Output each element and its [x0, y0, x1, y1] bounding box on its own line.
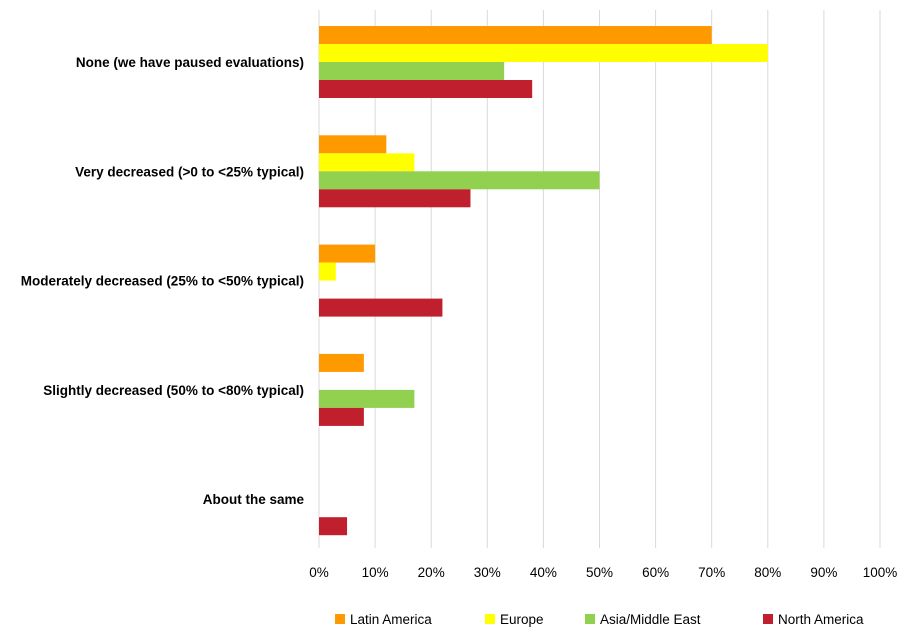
legend-label: Latin America: [350, 612, 432, 627]
legend-label: Europe: [500, 612, 544, 627]
bar-north-america: [319, 189, 471, 208]
category-label: None (we have paused evaluations): [76, 55, 304, 70]
bar-asia-middle-east: [319, 62, 505, 80]
bars: [319, 26, 768, 536]
bar-north-america: [319, 517, 348, 536]
x-tick-label: 0%: [309, 565, 329, 580]
legend-label: North America: [778, 612, 864, 627]
category-label: Moderately decreased (25% to <50% typica…: [21, 274, 304, 289]
bar-europe: [319, 262, 336, 281]
legend-swatch: [585, 614, 595, 624]
category-label: About the same: [203, 492, 305, 507]
x-tick-label: 10%: [362, 565, 389, 580]
category-label: Very decreased (>0 to <25% typical): [75, 164, 304, 179]
x-tick-label: 60%: [642, 565, 669, 580]
x-tick-label: 70%: [698, 565, 725, 580]
bar-latin-america: [319, 244, 376, 263]
bar-north-america: [319, 80, 533, 98]
bar-latin-america: [319, 26, 712, 44]
x-tick-label: 100%: [863, 565, 898, 580]
bar-asia-middle-east: [319, 389, 415, 408]
bar-asia-middle-east: [319, 171, 600, 190]
x-tick-label: 50%: [586, 565, 613, 580]
legend-swatch: [763, 614, 773, 624]
gridlines: [318, 10, 881, 548]
x-tick-label: 90%: [810, 565, 837, 580]
bar-europe: [319, 153, 415, 172]
legend-swatch: [485, 614, 495, 624]
category-labels: None (we have paused evaluations) Very de…: [21, 55, 305, 507]
x-tick-label: 20%: [418, 565, 445, 580]
x-axis-tick-labels: 0% 10% 20% 30% 40% 50% 60% 70% 80% 90% 100%: [309, 565, 897, 580]
bar-europe: [319, 44, 768, 62]
category-label: Slightly decreased (50% to <80% typical): [43, 383, 304, 398]
legend-swatch: [335, 614, 345, 624]
x-tick-label: 40%: [530, 565, 557, 580]
bar-north-america: [319, 407, 364, 426]
x-tick-label: 80%: [754, 565, 781, 580]
bar-north-america: [319, 298, 443, 317]
bar-latin-america: [319, 353, 364, 372]
bar-latin-america: [319, 135, 387, 154]
x-tick-label: 30%: [474, 565, 501, 580]
legend-label: Asia/Middle East: [600, 612, 701, 627]
legend: Latin America Europe Asia/Middle East North…: [335, 612, 864, 627]
